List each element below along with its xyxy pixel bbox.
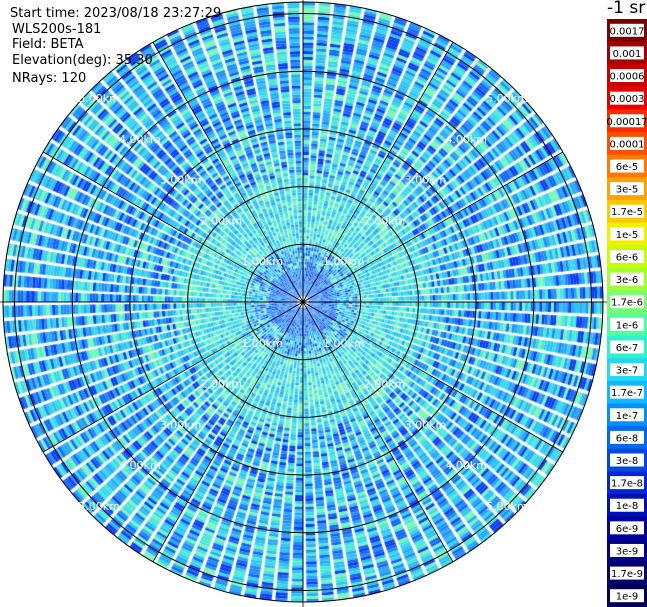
ring-label: 2.00km [201,214,243,227]
colorbar-label-box [610,295,644,309]
colorbar-tick-label: 3e-9 [616,546,639,557]
ring-label: 5.00km [486,500,528,513]
colorbar-tick-label: 1.7e-6 [611,298,643,309]
colorbar-label-box [610,498,644,512]
colorbar-tick-label: 0.001 [613,49,642,60]
colorbar-label-box [610,114,644,128]
colorbar-label-box [610,340,644,354]
ring-label: 3.00km [405,174,447,187]
colorbar-tick-label: 1e-7 [616,411,639,422]
colorbar-tick-label: 0.00017 [607,117,647,128]
azimuth-spoke [302,301,454,563]
colorbar-tick-label: 6e-8 [616,433,639,444]
colorbar-label-box [610,46,644,60]
ring-label: 4.00km [445,133,487,146]
colorbar-tick-label: 6e-9 [616,524,639,535]
colorbar-tick-label: 1.7e-7 [611,388,643,399]
ring-label: 1.00km [323,337,365,350]
colorbar-label-box [610,566,644,580]
device-label: WLS200s-181 [12,22,102,37]
ring-label: 1.00km [241,337,283,350]
colorbar-label-box [610,91,644,105]
colorbar-label-box [610,182,644,196]
ring-label: 2.00km [201,378,243,391]
ring-label: 4.00km [119,133,161,146]
colorbar-tick-label: 1e-9 [616,592,639,603]
azimuth-spoke [302,151,564,303]
colorbar-tick-label: 0.0003 [610,94,645,105]
colorbar-tick-label: 1.7e-9 [611,569,643,580]
colorbar-label-box [610,430,644,444]
nrays-label: NRays: 120 [12,71,87,86]
colorbar-label-box [610,204,644,218]
azimuth-spoke [302,301,564,453]
field-label: Field: BETA [12,37,84,52]
colorbar-tick-label: 3e-7 [616,366,639,377]
colorbar-tick-label: 6e-7 [616,343,639,354]
colorbar-tick-label: 0.0006 [610,72,645,83]
colorbar-tick-label: 0.0001 [610,139,645,150]
ring-label: 5.00km [78,92,120,105]
start-time-label: Start time: 2023/08/18 23:27:29 [10,6,222,21]
colorbar-tick-label: 1.7e-5 [611,207,643,218]
colorbar-label-box [610,227,644,241]
colorbar-label-box [610,23,644,37]
azimuth-spoke [152,301,304,563]
range-ring-overlay: 1.00km 1.00km 1.00km 1.00km 2.00km 2.00km 2.00… [0,0,607,607]
colorbar-tick-label: 1e-5 [616,230,639,241]
elevation-label: Elevation(deg): 35.30 [12,53,153,68]
ring-label: 2.00km [364,378,406,391]
colorbar-label-box [610,453,644,467]
colorbar-label-box [610,521,644,535]
colorbar-label-box [610,69,644,83]
azimuth-spoke [152,41,304,303]
ring-label: 3.00km [405,418,447,431]
colorbar-label-box [610,136,644,150]
azimuth-spoke [42,151,304,303]
colorbar-label-box [610,385,644,399]
colorbar-unit-title: -1 sr [607,0,646,18]
colorbar-tick-label: 1e-6 [616,320,639,331]
colorbar-tick-label: 1e-8 [616,501,639,512]
colorbar-label-box [610,272,644,286]
azimuth-spoke [302,41,454,303]
colorbar-tick-label: 6e-6 [616,252,639,263]
ring-label: 4.00km [119,459,161,472]
colorbar-tick-label: 3e-6 [616,275,639,286]
colorbar-tick-label: 6e-5 [616,162,639,173]
colorbar-tick-label: 3e-8 [616,456,639,467]
ring-label: 5.00km [486,92,528,105]
ring-label: 3.00km [160,418,202,431]
colorbar-label-box [610,543,644,557]
colorbar-label-box [610,408,644,422]
azimuth-spoke [42,301,304,453]
ring-label: 3.00km [160,174,202,187]
colorbar-label-box [610,476,644,490]
colorbar-label-box [610,317,644,331]
ring-label: 1.00km [323,255,365,268]
colorbar-tick-label: 1.7e-8 [611,479,643,490]
colorbar-label-box [610,159,644,173]
colorbar-label-box [610,363,644,377]
colorbar-tick-label: 3e-5 [616,185,639,196]
colorbar-label-box [610,589,644,603]
ring-label: 1.00km [241,255,283,268]
ring-label: 2.00km [364,214,406,227]
colorbar-tick-label: 0.0017 [610,26,645,37]
ring-label: 4.00km [445,459,487,472]
colorbar-legend: 0.0017 0.001 0.0006 0.0003 0.00017 0.0001 6e-5… [607,19,647,607]
colorbar-label-box [610,249,644,263]
ring-label: 5.00km [78,500,120,513]
